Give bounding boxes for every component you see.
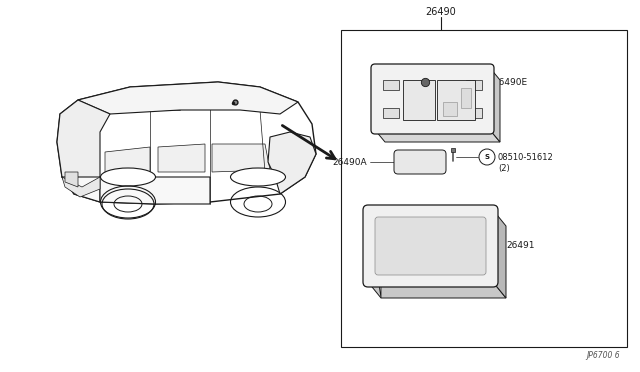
Bar — [443, 102, 457, 116]
Text: 26490: 26490 — [426, 7, 456, 17]
FancyBboxPatch shape — [394, 150, 446, 174]
Text: 08510-51612: 08510-51612 — [498, 153, 554, 161]
Polygon shape — [268, 132, 316, 194]
FancyBboxPatch shape — [375, 217, 486, 275]
Polygon shape — [62, 177, 100, 202]
Polygon shape — [212, 144, 270, 172]
Text: 26490A: 26490A — [332, 157, 367, 167]
Bar — [461, 88, 471, 108]
Polygon shape — [368, 210, 381, 298]
Polygon shape — [65, 172, 78, 187]
Bar — [466, 108, 482, 118]
Bar — [383, 108, 399, 118]
Polygon shape — [78, 82, 298, 114]
FancyBboxPatch shape — [363, 205, 498, 287]
Polygon shape — [57, 100, 110, 187]
Ellipse shape — [100, 168, 156, 186]
Polygon shape — [375, 130, 500, 142]
FancyBboxPatch shape — [371, 64, 494, 134]
Polygon shape — [493, 210, 506, 298]
Bar — [437, 80, 475, 120]
Polygon shape — [62, 177, 100, 197]
Text: 26490E: 26490E — [493, 77, 527, 87]
Polygon shape — [490, 68, 500, 142]
Polygon shape — [158, 144, 205, 172]
Text: 26491: 26491 — [506, 241, 534, 250]
Bar — [466, 80, 482, 90]
Polygon shape — [100, 177, 210, 204]
Text: S: S — [484, 154, 490, 160]
Polygon shape — [368, 282, 506, 298]
Polygon shape — [57, 82, 316, 204]
Text: JP6700 6: JP6700 6 — [586, 351, 620, 360]
Polygon shape — [105, 147, 150, 172]
Ellipse shape — [230, 168, 285, 186]
Bar — [341, 30, 627, 347]
Bar — [403, 80, 435, 120]
Bar — [383, 80, 399, 90]
Text: (2): (2) — [498, 164, 509, 173]
